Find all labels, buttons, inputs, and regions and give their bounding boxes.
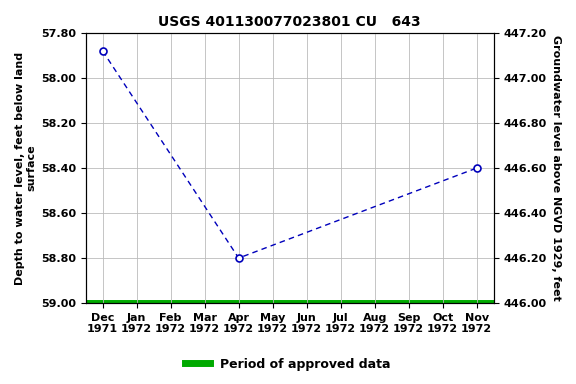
- Y-axis label: Groundwater level above NGVD 1929, feet: Groundwater level above NGVD 1929, feet: [551, 35, 561, 301]
- Legend: Period of approved data: Period of approved data: [180, 353, 396, 376]
- Y-axis label: Depth to water level, feet below land
surface: Depth to water level, feet below land su…: [15, 51, 37, 285]
- Title: USGS 401130077023801 CU   643: USGS 401130077023801 CU 643: [158, 15, 421, 29]
